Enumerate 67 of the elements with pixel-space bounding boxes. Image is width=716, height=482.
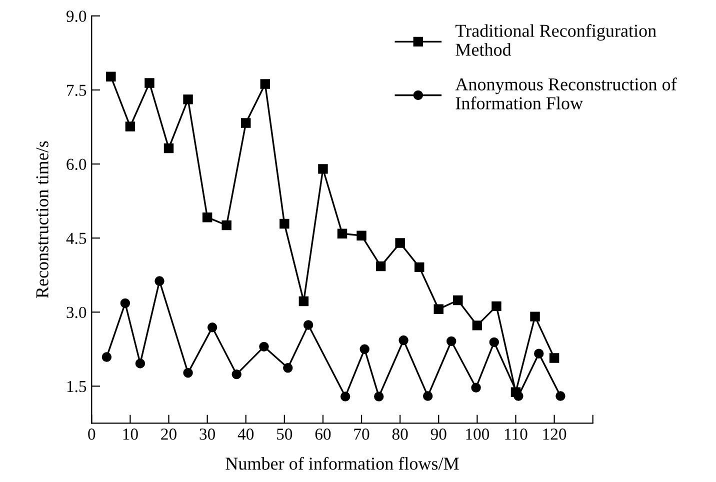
point [144,78,154,88]
legend-label: Anonymous Reconstruction of Information Flow [455,78,677,110]
point [434,304,444,314]
point [303,320,314,330]
point [154,276,164,286]
point [395,238,405,248]
point [183,368,193,378]
x-tick-label: 70 [354,428,370,440]
point [374,392,384,402]
y-tick-label: 1.5 [67,380,86,392]
point [241,118,251,128]
point [492,301,502,312]
point [207,322,218,332]
point [549,353,560,363]
point [398,335,408,346]
x-tick-label: 40 [238,428,254,440]
y-tick-label: 3.0 [66,306,86,318]
point [534,348,544,358]
point [222,220,232,230]
point [472,320,482,330]
x-tick-label: 0 [88,428,96,440]
point [202,212,212,222]
x-tick-label: 110 [505,428,528,440]
x-tick-label: 30 [200,428,216,440]
point [446,336,456,346]
point [125,122,136,132]
x-tick-label: 60 [315,428,331,440]
point [453,295,463,306]
point [337,228,348,238]
y-tick-label: 6.0 [66,158,86,170]
point [135,358,146,368]
point [102,352,112,362]
y-tick-label: 4.5 [66,232,86,244]
point [280,218,290,229]
point [556,391,566,401]
point [376,261,386,272]
point [414,262,424,272]
point [298,296,309,306]
point [422,391,433,401]
point [164,143,174,154]
point [471,382,481,393]
x-tick-label: 10 [123,428,138,440]
point [283,363,293,373]
y-tick-label: 9.0 [66,10,86,22]
point [340,392,350,402]
legend-label: Traditional Reconfiguration Method [456,24,656,56]
point [360,344,370,354]
x-axis-title: Number of information flows/M [226,456,459,470]
point [259,342,269,352]
point [530,312,540,322]
x-tick-label: 80 [392,428,408,440]
x-tick-label: 20 [161,428,176,440]
y-tick-label: 7.5 [67,84,86,96]
point [183,94,193,104]
point [120,298,130,308]
point [514,391,524,401]
x-tick-label: 120 [543,428,566,440]
point [106,72,116,82]
point [489,337,500,348]
y-axis-title: Reconstruction time/s [36,141,48,298]
x-tick-label: 50 [277,428,292,440]
x-tick-label: 90 [430,428,446,440]
point [232,369,242,380]
point [318,164,328,174]
point [356,230,366,240]
point [260,79,270,89]
x-tick-label: 100 [466,428,490,440]
